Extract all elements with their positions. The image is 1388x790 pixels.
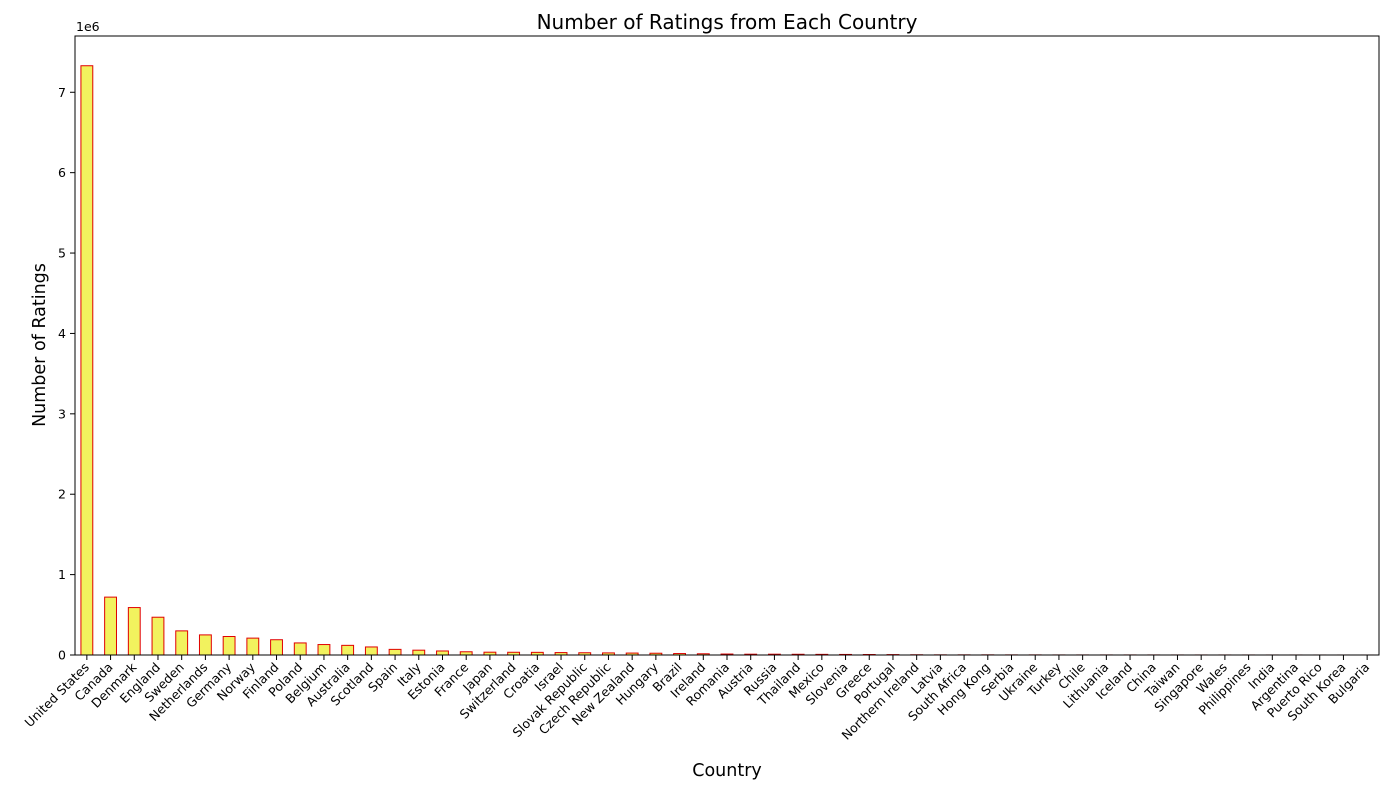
y-axis-ticks: 0 1 2 3 4 5 6 7 — [58, 85, 75, 663]
bar — [388, 648, 402, 656]
bar — [341, 644, 355, 656]
x-axis-ticks: United StatesCanadaDenmarkEnglandSwedenN… — [22, 655, 1372, 743]
bar — [317, 644, 331, 656]
y-axis-label: Number of Ratings — [30, 263, 50, 427]
plot-frame — [74, 35, 1380, 656]
y-tick-label: 2 — [58, 487, 66, 502]
bar — [364, 646, 378, 656]
bar — [175, 630, 189, 656]
y-tick-label: 1 — [58, 567, 66, 582]
x-axis-label: Country — [692, 761, 762, 781]
y-tick-label: 3 — [58, 406, 66, 421]
y-tick-label: 6 — [58, 165, 66, 180]
y-tick-label: 0 — [58, 648, 66, 663]
y-tick-label: 4 — [58, 326, 66, 341]
chart-title: Number of Ratings from Each Country — [537, 10, 918, 34]
y-tick-label: 7 — [58, 85, 66, 100]
bar — [80, 65, 94, 656]
bar — [104, 596, 117, 656]
bar — [151, 616, 165, 656]
bar — [246, 637, 260, 656]
bar — [436, 650, 449, 656]
bar — [293, 642, 307, 656]
y-scale-label: 1e6 — [76, 19, 100, 34]
bar — [270, 639, 283, 656]
bar — [412, 649, 426, 656]
bar — [127, 607, 141, 656]
y-tick-label: 5 — [58, 246, 66, 261]
bar — [198, 634, 212, 656]
bars-group — [80, 65, 1374, 656]
bar — [222, 636, 236, 656]
